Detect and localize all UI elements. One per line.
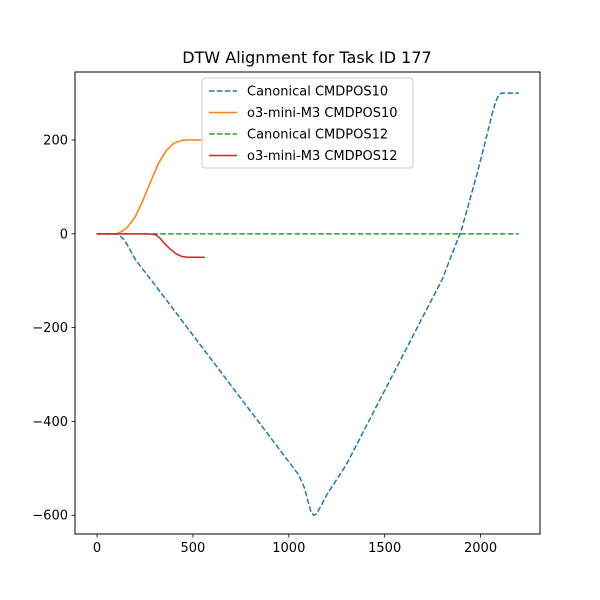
series-line-4 [96, 233, 206, 259]
x-tick-label: 1500 [368, 541, 401, 556]
legend-label-2: o3-mini-M3 CMDPOS10 [247, 106, 398, 121]
x-tick-label: 1000 [272, 541, 305, 556]
legend-label-3: Canonical CMDPOS12 [247, 128, 388, 143]
chart-title: DTW Alignment for Task ID 177 [182, 48, 431, 67]
x-tick-label: 500 [181, 541, 206, 556]
x-tick-label: 2000 [464, 541, 497, 556]
series-line-2 [96, 139, 206, 235]
x-tick-label: 0 [93, 541, 101, 556]
x-axis: 0 500 1000 1500 2000 [93, 534, 497, 556]
legend-label-1: Canonical CMDPOS10 [247, 85, 388, 100]
legend-label-4: o3-mini-M3 CMDPOS12 [247, 149, 398, 164]
y-tick-label: 200 [43, 134, 68, 149]
series-line-1 [97, 92, 519, 516]
series-layer [96, 92, 519, 516]
y-tick-label: −200 [32, 321, 68, 336]
y-tick-label: −400 [32, 415, 68, 430]
legend-box [201, 77, 414, 169]
y-tick-label: 0 [60, 227, 68, 242]
y-axis: 200 0 −200 −400 −600 [32, 134, 75, 524]
plot-frame [74, 71, 541, 535]
y-tick-label: −600 [32, 509, 68, 524]
legend: Canonical CMDPOS10 o3-mini-M3 CMDPOS10 Can… [201, 77, 414, 169]
